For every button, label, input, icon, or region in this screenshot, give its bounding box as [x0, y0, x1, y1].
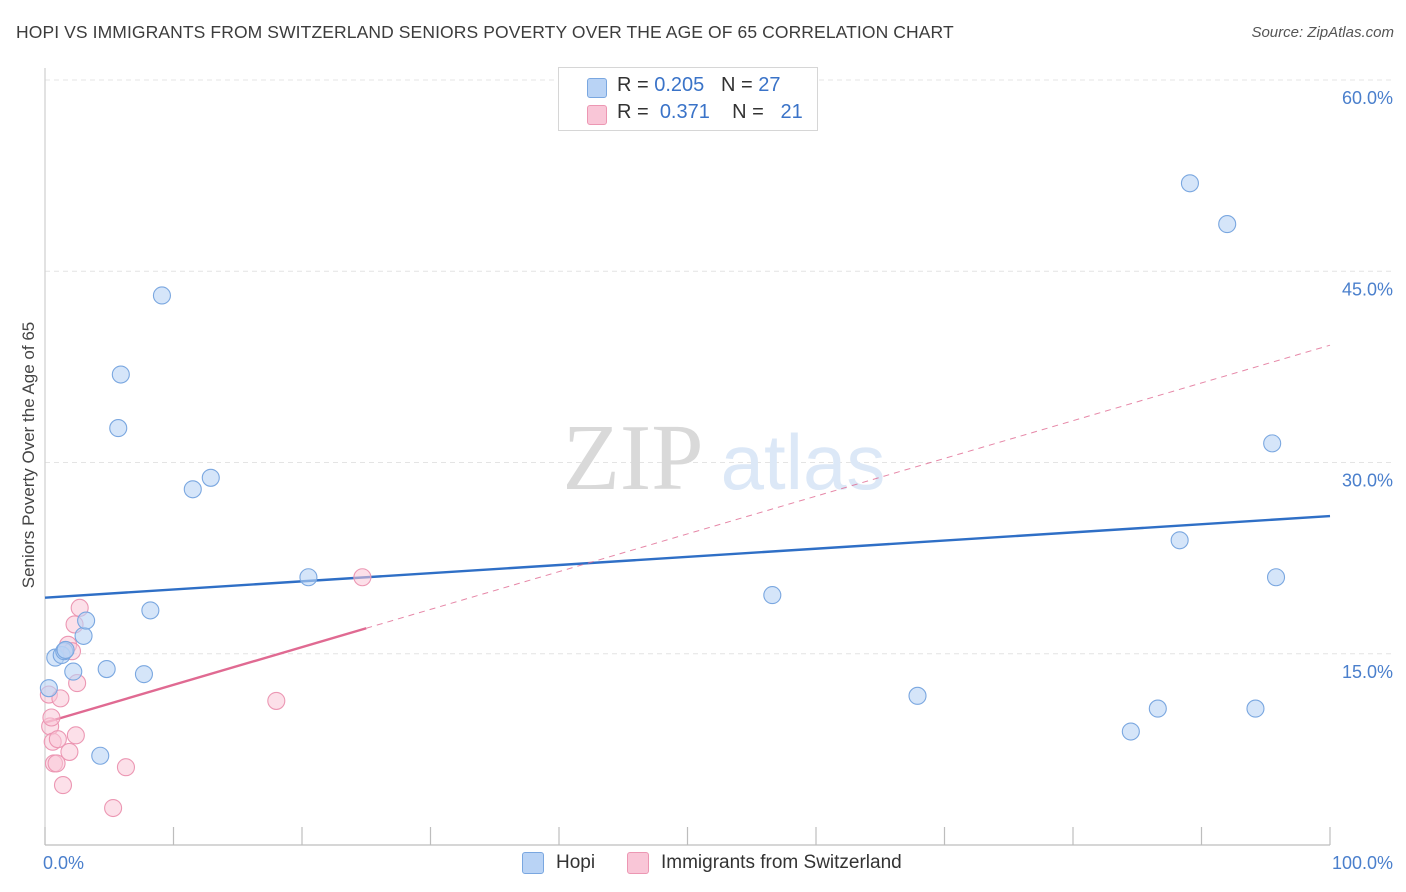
legend-n-value-hopi: 27: [758, 74, 781, 96]
chart-title: HOPI VS IMMIGRANTS FROM SWITZERLAND SENI…: [16, 22, 954, 42]
data-point-swiss: [42, 708, 61, 727]
data-point-hopi: [152, 286, 171, 305]
legend-swatch-hopi: [587, 78, 607, 98]
data-point-hopi: [299, 568, 318, 587]
legend-n-value-swiss: 21: [780, 101, 803, 123]
data-points: [39, 174, 1286, 818]
data-point-hopi: [1121, 722, 1140, 741]
data-point-hopi: [1263, 434, 1282, 453]
data-point-hopi: [908, 686, 927, 705]
watermark-atlas: atlas: [721, 418, 886, 506]
data-point-swiss: [47, 754, 66, 773]
legend-box: R = 0.205 N = 27 R = 0.371 N = 21: [558, 67, 818, 131]
data-point-hopi: [1170, 531, 1189, 550]
data-point-hopi: [39, 679, 58, 698]
data-point-hopi: [64, 662, 83, 681]
bottom-legend-label-swiss: Immigrants from Switzerland: [661, 852, 902, 873]
data-point-hopi: [56, 640, 75, 659]
trend-line-swiss-extrapolated: [366, 344, 1331, 629]
legend-n-label: N =: [732, 101, 770, 123]
data-point-swiss: [60, 742, 79, 761]
tick-labels: 15.0% 30.0% 45.0% 60.0% 0.0% 100.0%: [43, 88, 1393, 873]
data-point-swiss: [48, 730, 67, 749]
legend-text-swiss: R = 0.371 N = 21: [617, 101, 803, 124]
data-point-hopi: [1246, 699, 1265, 718]
data-point-hopi: [111, 365, 130, 384]
grid-lines: [45, 79, 1394, 655]
data-point-swiss: [353, 568, 372, 587]
y-tick-label: 60.0%: [1342, 88, 1393, 108]
legend-text-hopi: R = 0.205 N = 27: [617, 74, 780, 97]
y-tick-label: 45.0%: [1342, 279, 1393, 299]
bottom-legend: Hopi Immigrants from Switzerland: [0, 852, 1406, 878]
data-point-hopi: [134, 665, 153, 684]
bottom-legend-label-hopi: Hopi: [556, 852, 596, 873]
legend-r-label: R =: [617, 101, 655, 123]
data-point-swiss: [53, 776, 73, 795]
data-point-hopi: [91, 746, 110, 765]
data-point-swiss: [116, 758, 136, 777]
data-point-swiss: [104, 798, 123, 818]
data-point-hopi: [74, 626, 93, 645]
data-point-swiss: [66, 726, 85, 745]
trend-line-swiss: [44, 627, 367, 724]
data-point-hopi: [763, 586, 782, 605]
y-axis-label: Seniors Poverty Over the Age of 65: [19, 322, 38, 588]
trend-lines: [44, 344, 1331, 724]
data-point-hopi: [109, 419, 128, 438]
bottom-legend-swatch-swiss: [627, 852, 649, 874]
y-tick-label: 15.0%: [1342, 662, 1393, 682]
bottom-legend-hopi: Hopi: [522, 852, 595, 874]
data-point-hopi: [183, 480, 202, 499]
watermark: ZIP atlas: [563, 406, 886, 510]
data-point-hopi: [1180, 174, 1199, 193]
legend-n-label: N =: [720, 74, 759, 96]
data-point-hopi: [201, 468, 220, 487]
bottom-legend-swiss: Immigrants from Switzerland: [627, 852, 902, 874]
source-label: Source: ZipAtlas.com: [1251, 24, 1394, 41]
legend-r-label: R =: [617, 74, 655, 96]
data-point-hopi: [1148, 699, 1167, 718]
data-point-hopi: [1266, 568, 1286, 587]
legend-swatch-swiss: [587, 105, 607, 125]
legend-r-value-swiss: 0.371: [659, 101, 710, 123]
watermark-zip: ZIP: [563, 406, 704, 510]
legend-r-value-hopi: 0.205: [654, 74, 705, 96]
trend-line-hopi: [44, 514, 1331, 599]
x-tick-label: 0.0%: [43, 853, 84, 873]
data-point-hopi: [141, 601, 160, 620]
bottom-legend-swatch-hopi: [522, 852, 544, 874]
x-tick-label: 100.0%: [1332, 853, 1393, 873]
data-point-hopi: [1218, 215, 1237, 234]
data-point-swiss: [51, 689, 70, 708]
data-point-hopi: [77, 611, 96, 630]
y-tick-label: 30.0%: [1342, 471, 1393, 491]
data-point-hopi: [97, 659, 116, 679]
data-point-swiss: [267, 691, 286, 710]
